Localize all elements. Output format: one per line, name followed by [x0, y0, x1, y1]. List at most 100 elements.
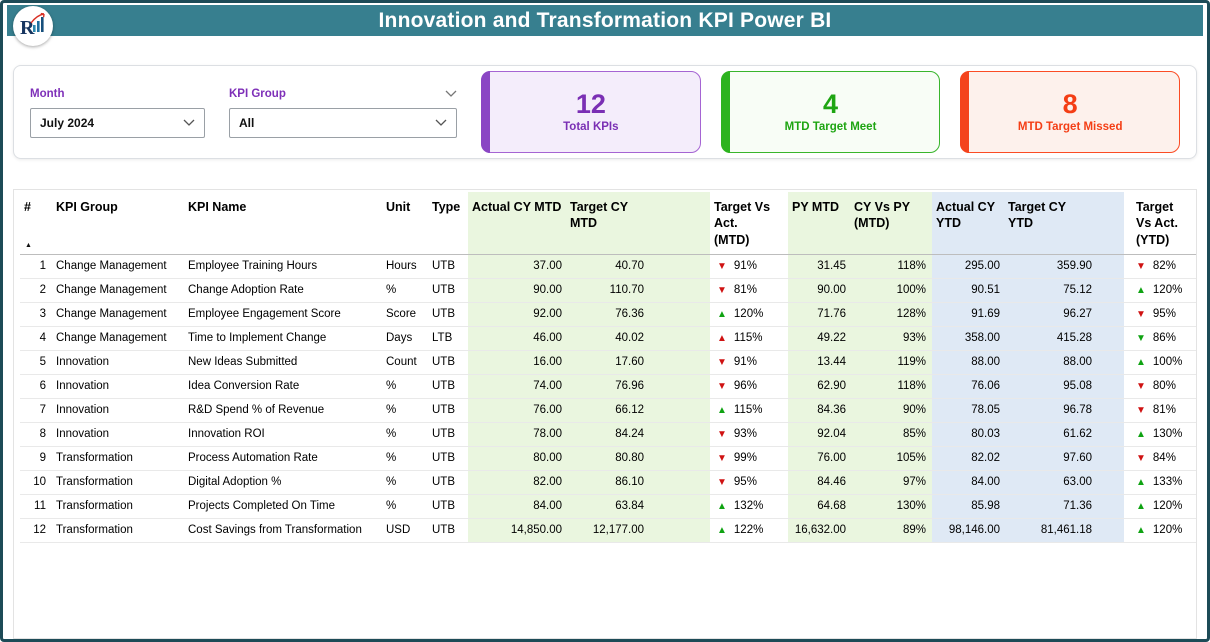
cell-actual-cy-mtd: 76.00: [468, 398, 566, 423]
column-header-target-cy-mtd[interactable]: Target CY MTD: [566, 192, 710, 255]
cell-target-vs-act-mtd: ▲ 120%: [710, 302, 788, 327]
column-header-kpi-group[interactable]: KPI Group: [52, 192, 184, 255]
column-header-unit[interactable]: Unit: [382, 192, 428, 255]
kpi-group-dropdown[interactable]: All: [229, 107, 457, 138]
column-header-actual-cy-ytd[interactable]: Actual CY YTD: [932, 192, 1004, 255]
cell-unit: %: [382, 398, 428, 423]
cell-index: 5: [20, 350, 52, 375]
triangle-down-icon: ▼: [717, 452, 727, 464]
cell-target-vs-act-ytd: ▼ 86%: [1124, 326, 1196, 351]
table-row[interactable]: 4 Change Management Time to Implement Chan…: [20, 326, 1196, 351]
cell-actual-cy-ytd: 88.00: [932, 350, 1004, 375]
cell-kpi-group: Innovation: [52, 422, 184, 447]
cell-index: 8: [20, 422, 52, 447]
cell-index: 9: [20, 446, 52, 471]
cell-type: UTB: [428, 254, 468, 279]
table-row[interactable]: 8 Innovation Innovation ROI% UTB 78.00 84.24 ▼…: [20, 422, 1196, 447]
cell-index: 1: [20, 254, 52, 279]
cell-py-mtd: 84.46: [788, 470, 850, 495]
cell-cy-vs-py-mtd: 128%: [850, 302, 932, 327]
cell-actual-cy-ytd: 82.02: [932, 446, 1004, 471]
logo-graphic-icon: R: [20, 12, 45, 39]
cell-actual-cy-ytd: 295.00: [932, 254, 1004, 279]
cell-target-cy-mtd: 12,177.00: [566, 518, 710, 543]
percentage-value: 91%: [733, 260, 757, 272]
kpi-table-body: 1 Change Management Employee Training Hour…: [20, 254, 1196, 543]
triangle-up-icon: ▲: [1136, 356, 1146, 368]
triangle-up-icon: ▲: [1136, 500, 1146, 512]
cell-type: UTB: [428, 422, 468, 447]
table-row[interactable]: 5 Innovation New Ideas Submitted Count UTB 16…: [20, 350, 1196, 375]
triangle-down-icon: ▼: [1136, 452, 1146, 464]
column-header-target-vs-act-mtd[interactable]: Target Vs Act. (MTD): [710, 192, 788, 255]
cell-target-vs-act-mtd: ▲ 132%: [710, 494, 788, 519]
table-row[interactable]: 11 Transformation Projects Completed On Ti…: [20, 494, 1196, 519]
mtd-target-missed-card: 8 MTD Target Missed: [960, 71, 1181, 153]
percentage-value: 84%: [1152, 452, 1176, 464]
column-header-actual-cy-mtd[interactable]: Actual CY MTD: [468, 192, 566, 255]
cell-actual-cy-mtd: 78.00: [468, 422, 566, 447]
total-kpis-card: 12 Total KPIs: [481, 71, 701, 153]
column-header-cy-vs-py-mtd[interactable]: CY Vs PY (MTD): [850, 192, 932, 255]
triangle-down-icon: ▼: [1136, 404, 1146, 416]
column-header-target-vs-act-ytd[interactable]: Target Vs Act. (YTD): [1124, 192, 1196, 255]
cell-target-vs-act-ytd: ▼ 80%: [1124, 374, 1196, 399]
table-row[interactable]: 9 Transformation Process Automation Rate% U…: [20, 446, 1196, 471]
cell-target-vs-act-mtd: ▲ 122%: [710, 518, 788, 543]
cell-unit: %: [382, 374, 428, 399]
cell-kpi-name: Idea Conversion Rate: [184, 374, 382, 399]
percentage-value: 120%: [1152, 524, 1183, 536]
percentage-value: 81%: [733, 284, 757, 296]
triangle-down-icon: ▼: [1136, 308, 1146, 320]
table-row[interactable]: 7 Innovation R&D Spend % of Revenue% UTB 76.…: [20, 398, 1196, 423]
triangle-down-icon: ▼: [717, 260, 727, 272]
cell-cy-vs-py-mtd: 118%: [850, 254, 932, 279]
column-header-label: #: [24, 200, 31, 214]
percentage-value: 95%: [1152, 308, 1176, 320]
cell-kpi-name: New Ideas Submitted: [184, 350, 382, 375]
cell-type: UTB: [428, 470, 468, 495]
cell-cy-vs-py-mtd: 119%: [850, 350, 932, 375]
table-row[interactable]: 3 Change Management Employee Engagement Sc…: [20, 302, 1196, 327]
cell-target-cy-mtd: 63.84: [566, 494, 710, 519]
month-dropdown[interactable]: July 2024: [30, 107, 205, 138]
cell-target-vs-act-ytd: ▲ 120%: [1124, 518, 1196, 543]
table-row[interactable]: 10 Transformation Digital Adoption %% UTB 82…: [20, 470, 1196, 495]
triangle-up-icon: ▲: [1136, 284, 1146, 296]
cell-type: UTB: [428, 494, 468, 519]
cell-kpi-name: R&D Spend % of Revenue: [184, 398, 382, 423]
cell-kpi-group: Innovation: [52, 350, 184, 375]
cell-kpi-group: Change Management: [52, 254, 184, 279]
column-header-index[interactable]: # ▲: [20, 192, 52, 255]
cell-kpi-group: Transformation: [52, 470, 184, 495]
cell-target-vs-act-ytd: ▲ 120%: [1124, 278, 1196, 303]
column-header-kpi-name[interactable]: KPI Name: [184, 192, 382, 255]
cell-kpi-name: Cost Savings from Transformation: [184, 518, 382, 543]
triangle-down-icon: ▼: [717, 284, 727, 296]
triangle-up-icon: ▲: [717, 404, 727, 416]
table-row[interactable]: 6 Innovation Idea Conversion Rate% UTB 74.00…: [20, 374, 1196, 399]
percentage-value: 100%: [1152, 356, 1183, 368]
table-row[interactable]: 2 Change Management Change Adoption Rate% U…: [20, 278, 1196, 303]
cell-kpi-group: Change Management: [52, 302, 184, 327]
percentage-value: 120%: [1152, 500, 1183, 512]
column-header-target-cy-ytd[interactable]: Target CY YTD: [1004, 192, 1124, 255]
cell-index: 7: [20, 398, 52, 423]
column-header-py-mtd[interactable]: PY MTD: [788, 192, 850, 255]
triangle-up-icon: ▲: [1136, 524, 1146, 536]
cell-target-cy-mtd: 40.70: [566, 254, 710, 279]
cell-type: UTB: [428, 278, 468, 303]
filter-panel: Month July 2024 KPI Group All: [13, 65, 1197, 159]
table-row[interactable]: 12 Transformation Cost Savings from Transf…: [20, 518, 1196, 543]
cell-target-vs-act-ytd: ▼ 84%: [1124, 446, 1196, 471]
slicer-collapse-chevron-icon[interactable]: [445, 90, 457, 97]
triangle-down-icon: ▼: [1136, 332, 1146, 344]
cell-actual-cy-mtd: 82.00: [468, 470, 566, 495]
cell-cy-vs-py-mtd: 105%: [850, 446, 932, 471]
percentage-value: 91%: [733, 356, 757, 368]
cell-target-cy-ytd: 71.36: [1004, 494, 1124, 519]
column-header-type[interactable]: Type: [428, 192, 468, 255]
table-row[interactable]: 1 Change Management Employee Training Hour…: [20, 254, 1196, 279]
sort-ascending-icon: ▲: [25, 242, 32, 250]
cell-kpi-group: Transformation: [52, 518, 184, 543]
